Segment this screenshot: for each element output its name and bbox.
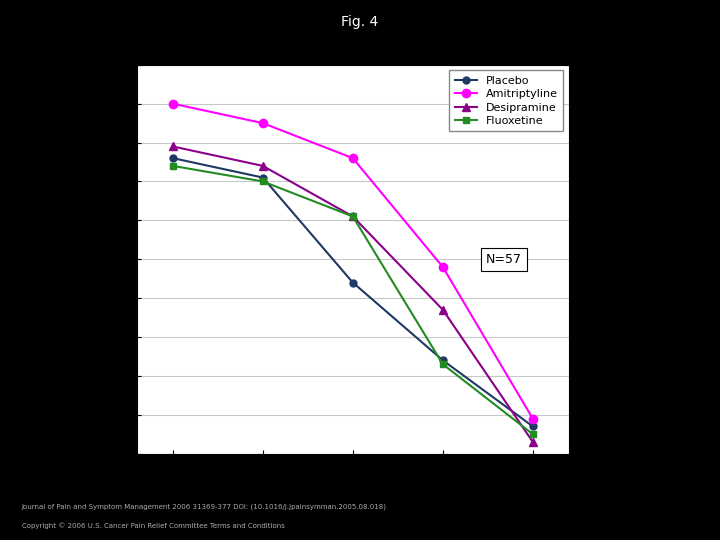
X-axis label: Gracely Scale Pain Intensity Difference: Gracely Scale Pain Intensity Difference [216,477,490,490]
Text: Fig. 4: Fig. 4 [341,15,379,29]
Text: N=57: N=57 [486,253,522,266]
Legend: Placebo, Amitriptyline, Desipramine, Fluoxetine: Placebo, Amitriptyline, Desipramine, Flu… [449,70,563,131]
Text: Journal of Pain and Symptom Management 2006 31369-377 DOI: (10.1016/j.jpainsymma: Journal of Pain and Symptom Management 2… [22,504,387,510]
Text: Copyright © 2006 U.S. Cancer Pain Relief Committee Terms and Conditions: Copyright © 2006 U.S. Cancer Pain Relief… [22,523,284,529]
Y-axis label: Proportion of Responders: Proportion of Responders [80,169,93,349]
